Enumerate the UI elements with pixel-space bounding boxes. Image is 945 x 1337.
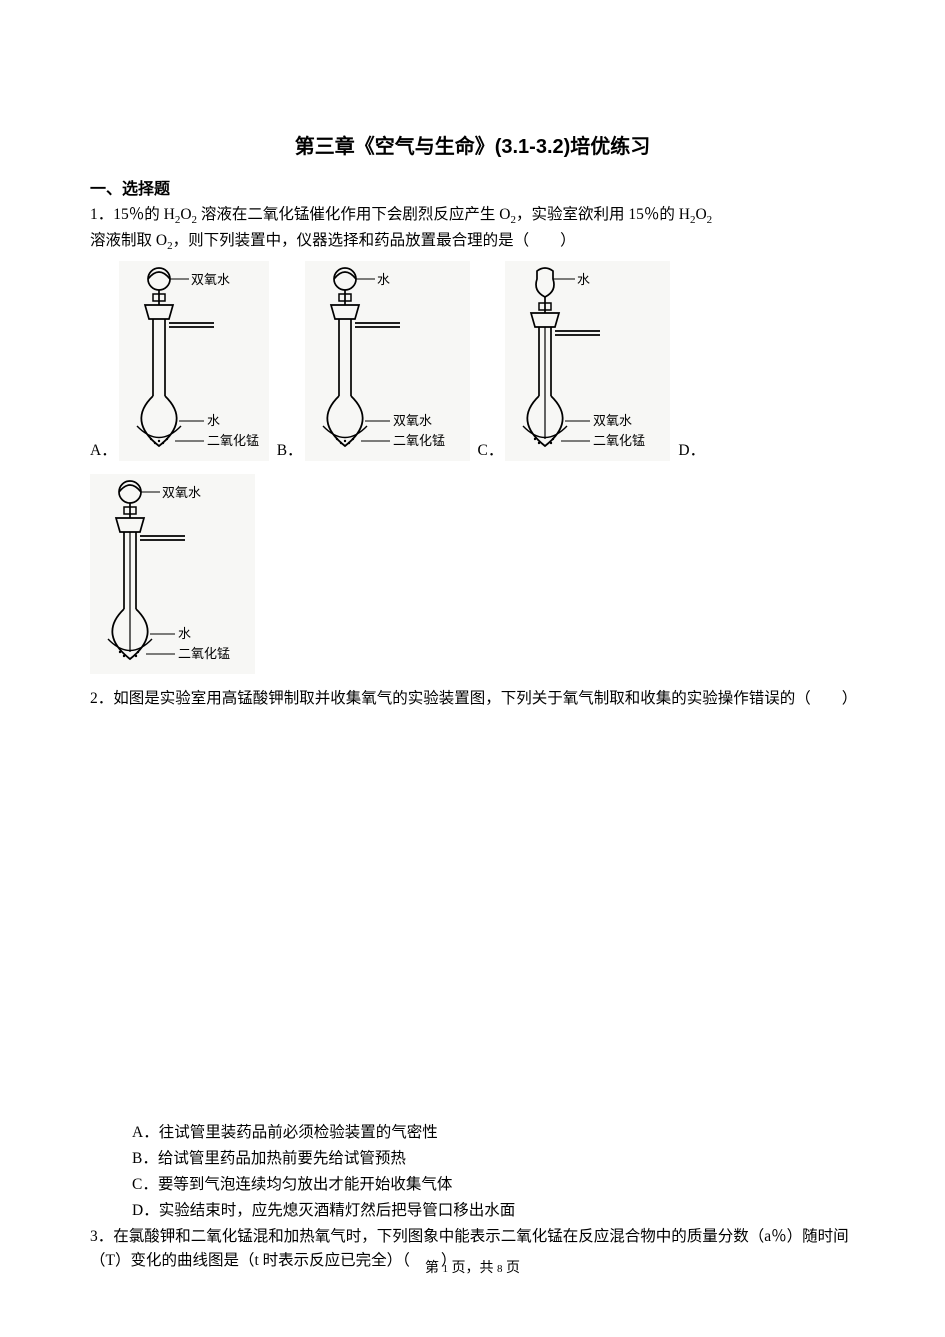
q2-a: A．往试管里装药品前必须检验装置的气密性 (132, 1121, 855, 1145)
lbl-d-mid: 水 (178, 626, 191, 641)
q1-t1: 1．15％的 H (90, 206, 175, 223)
q1-label-c: C． (478, 438, 504, 460)
q1-options-row2: 双氧水 水 二氧化锰 (90, 474, 855, 679)
q2-b: B．给试管里药品加热前要先给试管预热 (132, 1147, 855, 1171)
q1-t6: 溶液制取 O (90, 232, 167, 249)
q1-t7: ，则下列装置中，仪器选择和药品放置最合理的是（ ） (173, 232, 576, 249)
q1-t2: O (180, 206, 191, 223)
q1-t4: ，实验室欲利用 15％的 H (516, 206, 690, 223)
q1-option-a: A． (90, 261, 269, 466)
q1-t5: O (695, 206, 706, 223)
apparatus-d-svg: 双氧水 水 二氧化锰 (90, 474, 255, 674)
lbl-d-top: 双氧水 (162, 485, 201, 500)
apparatus-c: 水 双氧水 二氧化锰 (505, 261, 670, 466)
lbl-c-bot: 二氧化锰 (593, 433, 645, 448)
q1-label-b: B． (277, 438, 303, 460)
q1-t3: 溶液在二氧化锰催化作用下会剧烈反应产生 O (197, 206, 510, 223)
apparatus-a: 双氧水 水 二氧化锰 (119, 261, 269, 466)
lbl-b-bot: 二氧化锰 (393, 433, 445, 448)
q1-s5: 2 (707, 214, 713, 226)
q2-text: 2．如图是实验室用高锰酸钾制取并收集氧气的实验装置图，下列关于氧气制取和收集的实… (90, 687, 855, 711)
q2-c: C．要等到气泡连续均匀放出才能开始收集气体 (132, 1173, 855, 1197)
section-heading: 一、选择题 (90, 175, 855, 199)
apparatus-d: 双氧水 水 二氧化锰 (90, 474, 255, 679)
q2-options: A．往试管里装药品前必须检验装置的气密性 B．给试管里药品加热前要先给试管预热 … (132, 1121, 855, 1223)
lbl-a-bot: 二氧化锰 (207, 433, 259, 448)
q1-options-row1: A． (90, 261, 855, 466)
q1-text: 1．15％的 H2O2 溶液在二氧化锰催化作用下会剧烈反应产生 O2，实验室欲利… (90, 203, 855, 255)
apparatus-b-svg: 水 双氧水 二氧化锰 (305, 261, 470, 461)
apparatus-a-svg: 双氧水 水 二氧化锰 (119, 261, 269, 461)
lbl-b-top: 水 (377, 272, 390, 287)
footer-pre: 第 (425, 1261, 443, 1276)
apparatus-b: 水 双氧水 二氧化锰 (305, 261, 470, 466)
lbl-a-mid: 水 (207, 413, 220, 428)
page-footer: 第 1 页，共 8 页 (0, 1257, 945, 1277)
lbl-a-top: 双氧水 (191, 272, 230, 287)
footer-mid: 页，共 (448, 1261, 497, 1276)
lbl-c-top: 水 (577, 272, 590, 287)
footer-post: 页 (503, 1261, 521, 1276)
page-title: 第三章《空气与生命》(3.1-3.2)培优练习 (90, 130, 855, 159)
q1-option-c: C． 水 双氧水 (478, 261, 671, 466)
lbl-c-mid: 双氧水 (593, 413, 632, 428)
lbl-d-bot: 二氧化锰 (178, 646, 230, 661)
q1-label-d: D． (678, 438, 705, 460)
lbl-b-mid: 双氧水 (393, 413, 432, 428)
q2-d: D．实验结束时，应先熄灭酒精灯然后把导管口移出水面 (132, 1199, 855, 1223)
q1-option-b: B． 水 双氧水 二氧化锰 (277, 261, 470, 466)
q1-label-a: A． (90, 438, 117, 460)
apparatus-c-svg: 水 双氧水 二氧化锰 (505, 261, 670, 461)
